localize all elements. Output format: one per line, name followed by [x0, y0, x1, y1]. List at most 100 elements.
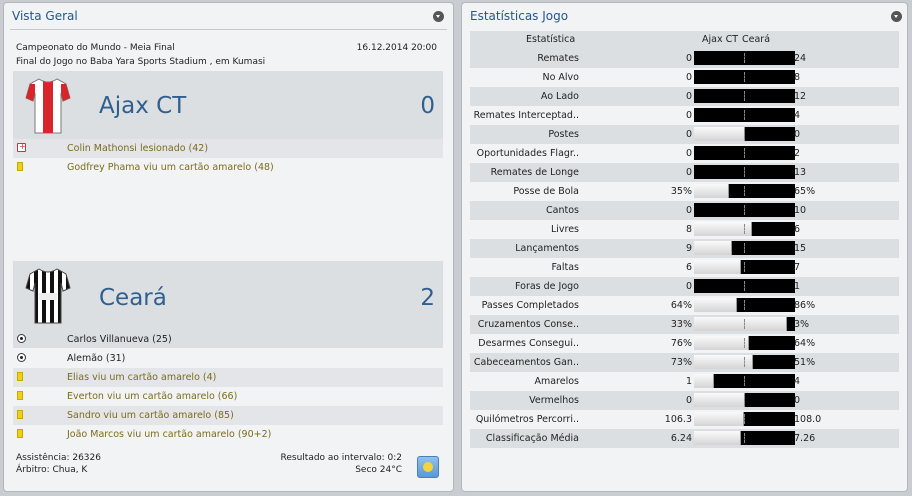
event-text[interactable]: Elias viu um cartão amarelo (4)	[67, 372, 217, 383]
stat-home-value: 0	[685, 281, 692, 292]
overview-title: Vista Geral	[12, 9, 78, 23]
stat-row: Livres 8 6	[470, 220, 899, 239]
stat-away-value: 86%	[794, 300, 816, 311]
collapse-stats-icon[interactable]	[891, 11, 902, 22]
stat-home-value: 1	[685, 376, 692, 387]
stat-comparison-bar	[694, 317, 795, 331]
event-text[interactable]: Sandro viu um cartão amarelo (85)	[67, 410, 234, 421]
stat-home-fill	[694, 374, 714, 388]
stats-panel: Estatísticas Jogo Estatística Ajax CT Ce…	[461, 2, 908, 492]
event-text[interactable]: João Marcos viu um cartão amarelo (90+2)	[67, 429, 272, 440]
stat-row: Vermelhos 0 0	[470, 391, 899, 410]
header-away[interactable]: Ceará	[742, 34, 771, 45]
event-text[interactable]: Alemão (31)	[67, 353, 126, 364]
stat-home-value: 64%	[670, 300, 692, 311]
stat-comparison-bar	[694, 203, 795, 217]
halftime-result: Resultado ao intervalo: 0:2	[280, 453, 402, 463]
event-text[interactable]: Colin Mathonsi lesionado (42)	[67, 143, 209, 154]
venue-label: Final do Jogo no Baba Yara Sports Stadiu…	[16, 57, 266, 67]
stat-row: Remates de Longe 0 13	[470, 163, 899, 182]
away-team-name[interactable]: Ceará	[99, 285, 167, 311]
stat-home-value: 0	[685, 205, 692, 216]
stat-label: Ao Lado	[540, 91, 579, 102]
home-team-score: 0	[420, 93, 435, 119]
overview-panel: Vista Geral Campeonato do Mundo - Meia F…	[3, 2, 454, 492]
stat-away-value: 108.0	[794, 414, 822, 425]
stat-label: Livres	[550, 224, 579, 235]
event-row: Godfrey Phama viu um cartão amarelo (48)	[13, 158, 443, 177]
stat-away-value: 4	[794, 376, 801, 387]
stat-home-value: 0	[685, 167, 692, 178]
stat-label: Remates de Longe	[490, 167, 579, 178]
stat-midline	[744, 53, 745, 63]
yellow-card-icon	[17, 372, 23, 381]
stat-home-value: 73%	[670, 357, 692, 368]
stat-row: Foras de Jogo 0 1	[470, 277, 899, 296]
stat-label: Desarmes Consegui..	[478, 338, 579, 349]
stat-label: Posse de Bola	[513, 186, 579, 197]
stat-midline	[744, 91, 745, 101]
stat-row: Cabeceamentos Gan.. 73% 51%	[470, 353, 899, 372]
stat-label: Cruzamentos Conse..	[477, 319, 579, 330]
stat-row: Remates 0 24	[470, 49, 899, 68]
stat-home-value: 35%	[670, 186, 692, 197]
red-white-shirt-icon	[25, 78, 71, 134]
stat-home-value: 0	[685, 53, 692, 64]
stat-comparison-bar	[694, 336, 795, 350]
stats-header: Estatística Ajax CT Ceará	[470, 31, 899, 49]
stat-row: Faltas 6 7	[470, 258, 899, 277]
stat-comparison-bar	[694, 222, 795, 236]
stat-midline	[744, 186, 745, 196]
stat-row: Quilómetros Percorri.. 106.3 108.0	[470, 410, 899, 429]
stat-comparison-bar	[694, 184, 795, 198]
stat-comparison-bar	[694, 241, 795, 255]
event-text[interactable]: Everton viu um cartão amarelo (66)	[67, 391, 238, 402]
stat-away-value: 7	[794, 262, 801, 273]
stat-away-value: 1	[794, 281, 801, 292]
stat-away-value: 64%	[794, 338, 816, 349]
event-text[interactable]: Godfrey Phama viu um cartão amarelo (48)	[67, 162, 274, 173]
stat-row: Postes 0 0	[470, 125, 899, 144]
header-stat[interactable]: Estatística	[526, 34, 576, 45]
stat-midline	[744, 110, 745, 120]
stat-comparison-bar	[694, 279, 795, 293]
goal-ball-icon	[17, 353, 26, 362]
header-home[interactable]: Ajax CT	[702, 34, 739, 45]
event-text[interactable]: Carlos Villanueva (25)	[67, 334, 172, 345]
stat-midline	[744, 205, 745, 215]
stat-home-value: 33%	[670, 319, 692, 330]
stat-label: Cabeceamentos Gan..	[473, 357, 579, 368]
yellow-card-icon	[17, 410, 23, 419]
stat-home-value: 0	[685, 110, 692, 121]
stat-home-fill	[694, 127, 745, 141]
stat-midline	[744, 148, 745, 158]
collapse-overview-icon[interactable]	[433, 11, 444, 22]
stat-midline	[744, 338, 745, 348]
stat-row: Cruzamentos Conse.. 33% 3%	[470, 315, 899, 334]
stat-home-fill	[694, 260, 741, 274]
referee-label[interactable]: Árbitro: Chua, K	[16, 465, 88, 475]
away-team-block: Ceará 2	[13, 261, 443, 348]
stat-midline	[744, 129, 745, 139]
attendance-label: Assistência: 26326	[16, 453, 101, 463]
home-team-name[interactable]: Ajax CT	[99, 93, 187, 119]
sunny-weather-icon	[417, 456, 439, 478]
stat-home-fill	[694, 431, 741, 445]
stat-midline	[744, 243, 745, 253]
stat-row: No Alvo 0 8	[470, 68, 899, 87]
stat-comparison-bar	[694, 146, 795, 160]
stat-away-value: 6	[794, 224, 801, 235]
stat-row: Lançamentos 9 15	[470, 239, 899, 258]
stat-away-value: 7.26	[794, 433, 816, 444]
stat-row: Passes Completados 64% 86%	[470, 296, 899, 315]
stat-home-fill	[694, 336, 749, 350]
stat-midline	[744, 224, 745, 234]
stat-row: Oportunidades Flagr.. 0 2	[470, 144, 899, 163]
event-row: Sandro viu um cartão amarelo (85)	[13, 406, 443, 425]
stat-label: Lançamentos	[515, 243, 579, 254]
event-row: Everton viu um cartão amarelo (66)	[13, 387, 443, 406]
divider	[10, 29, 447, 30]
stat-comparison-bar	[694, 393, 795, 407]
stat-row: Remates Interceptad.. 0 4	[470, 106, 899, 125]
stat-away-value: 51%	[794, 357, 816, 368]
